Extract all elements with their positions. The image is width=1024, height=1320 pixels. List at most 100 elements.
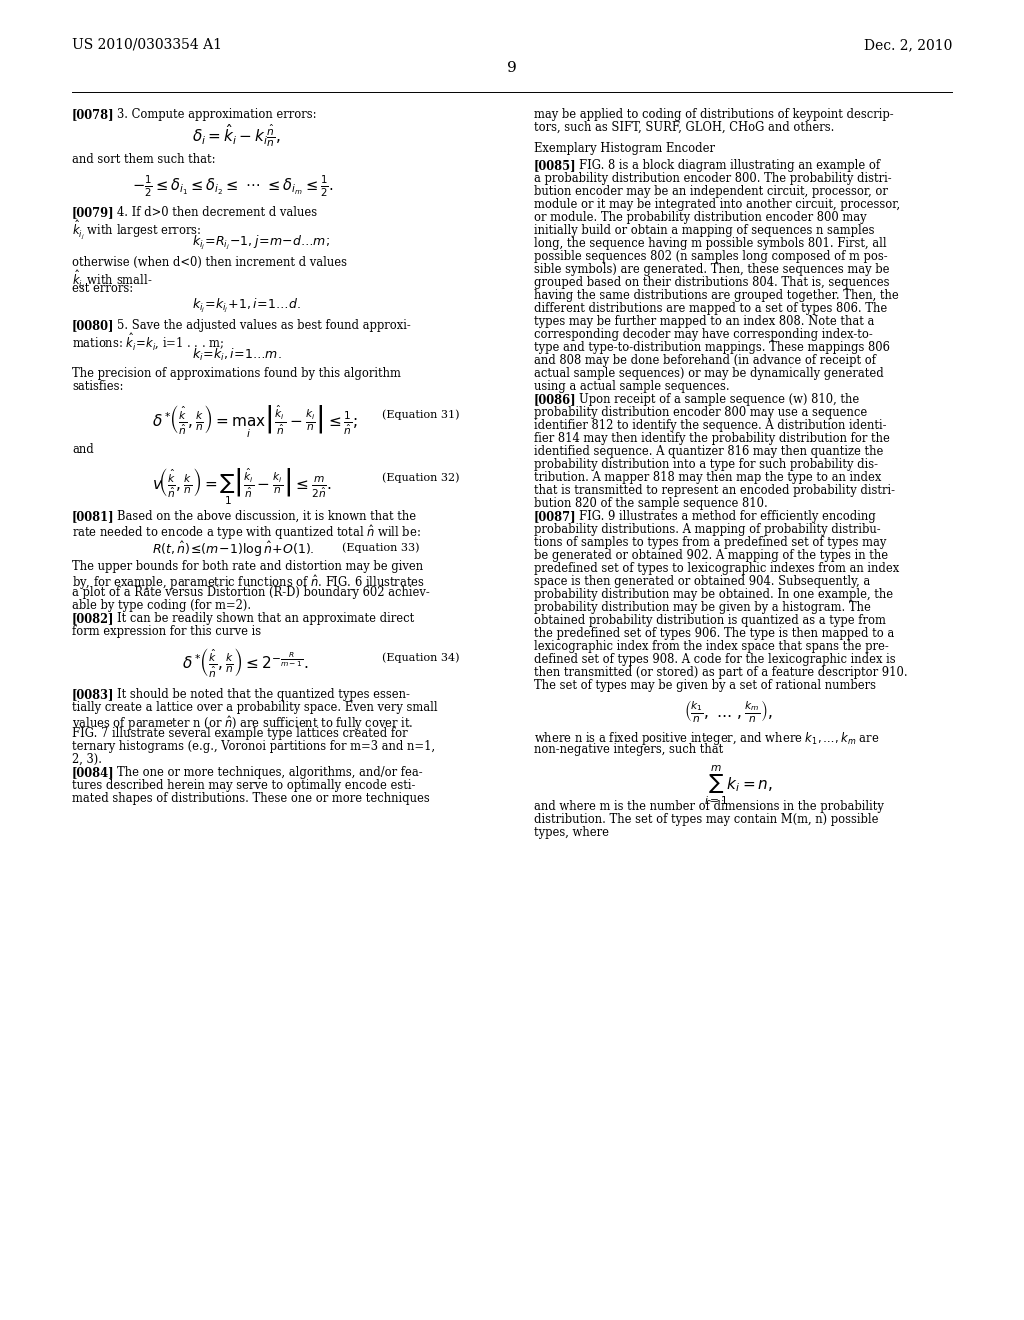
Text: bution encoder may be an independent circuit, processor, or: bution encoder may be an independent cir… <box>534 185 888 198</box>
Text: types, where: types, where <box>534 826 609 840</box>
Text: values of parameter n (or $\hat{n}$) are sufficient to fully cover it.: values of parameter n (or $\hat{n}$) are… <box>72 714 414 733</box>
Text: probability distributions. A mapping of probability distribu-: probability distributions. A mapping of … <box>534 523 881 536</box>
Text: that is transmitted to represent an encoded probability distri-: that is transmitted to represent an enco… <box>534 484 895 498</box>
Text: long, the sequence having m possible symbols 801. First, all: long, the sequence having m possible sym… <box>534 238 887 249</box>
Text: 2, 3).: 2, 3). <box>72 752 102 766</box>
Text: [0078]: [0078] <box>72 108 115 121</box>
Text: and sort them such that:: and sort them such that: <box>72 153 215 166</box>
Text: [0087]: [0087] <box>534 510 577 523</box>
Text: US 2010/0303354 A1: US 2010/0303354 A1 <box>72 38 222 51</box>
Text: It should be noted that the quantized types essen-: It should be noted that the quantized ty… <box>117 688 410 701</box>
Text: tions of samples to types from a predefined set of types may: tions of samples to types from a predefi… <box>534 536 887 549</box>
Text: probability distribution may be obtained. In one example, the: probability distribution may be obtained… <box>534 587 893 601</box>
Text: by, for example, parametric functions of $\hat{n}$. FIG. 6 illustrates: by, for example, parametric functions of… <box>72 573 425 591</box>
Text: fier 814 may then identify the probability distribution for the: fier 814 may then identify the probabili… <box>534 432 890 445</box>
Text: Upon receipt of a sample sequence (w) 810, the: Upon receipt of a sample sequence (w) 81… <box>579 393 859 407</box>
Text: $\left(\frac{k_1}{n},\ \ldots\ ,\frac{k_m}{n}\right),$: $\left(\frac{k_1}{n},\ \ldots\ ,\frac{k_… <box>684 698 772 723</box>
Text: and: and <box>72 444 94 455</box>
Text: sible symbols) are generated. Then, these sequences may be: sible symbols) are generated. Then, thes… <box>534 263 890 276</box>
Text: bution 820 of the sample sequence 810.: bution 820 of the sample sequence 810. <box>534 498 768 510</box>
Text: lexicographic index from the index space that spans the pre-: lexicographic index from the index space… <box>534 640 889 653</box>
Text: $\sum_{i=1}^{m} k_i = n,$: $\sum_{i=1}^{m} k_i = n,$ <box>705 764 773 808</box>
Text: tially create a lattice over a probability space. Even very small: tially create a lattice over a probabili… <box>72 701 437 714</box>
Text: having the same distributions are grouped together. Then, the: having the same distributions are groupe… <box>534 289 899 302</box>
Text: and 808 may be done beforehand (in advance of receipt of: and 808 may be done beforehand (in advan… <box>534 354 876 367</box>
Text: [0080]: [0080] <box>72 319 115 333</box>
Text: distribution. The set of types may contain M(m, n) possible: distribution. The set of types may conta… <box>534 813 879 826</box>
Text: $\delta^*\!\left(\frac{\hat{k}}{\hat{n}}, \frac{k}{n}\right) \leq 2^{-\frac{R}{m: $\delta^*\!\left(\frac{\hat{k}}{\hat{n}}… <box>182 645 308 678</box>
Text: rate needed to encode a type with quantized total $\hat{n}$ will be:: rate needed to encode a type with quanti… <box>72 523 421 543</box>
Text: probability distribution into a type for such probability dis-: probability distribution into a type for… <box>534 458 878 471</box>
Text: $k_i\!=\!k_i, i\!=\!1 \ldots m.$: $k_i\!=\!k_i, i\!=\!1 \ldots m.$ <box>193 347 282 363</box>
Text: (Equation 31): (Equation 31) <box>382 409 460 420</box>
Text: FIG. 9 illustrates a method for efficiently encoding: FIG. 9 illustrates a method for efficien… <box>579 510 876 523</box>
Text: (Equation 34): (Equation 34) <box>382 652 460 663</box>
Text: possible sequences 802 (n samples long composed of m pos-: possible sequences 802 (n samples long c… <box>534 249 888 263</box>
Text: identified sequence. A quantizer 816 may then quantize the: identified sequence. A quantizer 816 may… <box>534 445 884 458</box>
Text: able by type coding (for m=2).: able by type coding (for m=2). <box>72 599 251 612</box>
Text: $\delta^*\!\left(\frac{\hat{k}}{\hat{n}}, \frac{k}{n}\right) = \max_i \left|\fra: $\delta^*\!\left(\frac{\hat{k}}{\hat{n}}… <box>152 403 358 440</box>
Text: grouped based on their distributions 804. That is, sequences: grouped based on their distributions 804… <box>534 276 890 289</box>
Text: then transmitted (or stored) as part of a feature descriptor 910.: then transmitted (or stored) as part of … <box>534 667 907 678</box>
Text: where n is a fixed positive integer, and where $k_1, \ldots, k_m$ are: where n is a fixed positive integer, and… <box>534 730 880 747</box>
Text: tribution. A mapper 818 may then map the type to an index: tribution. A mapper 818 may then map the… <box>534 471 882 484</box>
Text: module or it may be integrated into another circuit, processor,: module or it may be integrated into anot… <box>534 198 900 211</box>
Text: tures described herein may serve to optimally encode esti-: tures described herein may serve to opti… <box>72 779 416 792</box>
Text: $k_{i_j}\!=\!k_{i_j}\!+\!1, i\!=\!1\ldots d.$: $k_{i_j}\!=\!k_{i_j}\!+\!1, i\!=\!1\ldot… <box>193 297 301 315</box>
Text: $k_{i_j}\!=\!R_{i_j}\!-\!1, j\!=\!m\!-\!d\ldots m;$: $k_{i_j}\!=\!R_{i_j}\!-\!1, j\!=\!m\!-\!… <box>193 234 330 252</box>
Text: $\hat{k}_{i_j}$ with largest errors:: $\hat{k}_{i_j}$ with largest errors: <box>72 219 202 242</box>
Text: a probability distribution encoder 800. The probability distri-: a probability distribution encoder 800. … <box>534 172 892 185</box>
Text: satisfies:: satisfies: <box>72 380 123 393</box>
Text: It can be readily shown that an approximate direct: It can be readily shown that an approxim… <box>117 612 415 624</box>
Text: form expression for this curve is: form expression for this curve is <box>72 624 261 638</box>
Text: and where m is the number of dimensions in the probability: and where m is the number of dimensions … <box>534 800 884 813</box>
Text: otherwise (when d<0) then increment d values: otherwise (when d<0) then increment d va… <box>72 256 347 269</box>
Text: obtained probability distribution is quantized as a type from: obtained probability distribution is qua… <box>534 614 886 627</box>
Text: [0086]: [0086] <box>534 393 577 407</box>
Text: Exemplary Histogram Encoder: Exemplary Histogram Encoder <box>534 143 715 154</box>
Text: $v\!\left(\frac{\hat{k}}{\hat{n}}, \frac{k}{n}\right) = \sum_1 \left|\frac{\hat{: $v\!\left(\frac{\hat{k}}{\hat{n}}, \frac… <box>152 466 332 507</box>
Text: probability distribution encoder 800 may use a sequence: probability distribution encoder 800 may… <box>534 407 867 418</box>
Text: est errors:: est errors: <box>72 282 133 294</box>
Text: [0081]: [0081] <box>72 510 115 523</box>
Text: $-\frac{1}{2} \leq \delta_{i_1} \leq \delta_{i_2} \leq \ \cdots \ \leq \delta_{i: $-\frac{1}{2} \leq \delta_{i_1} \leq \de… <box>132 174 334 199</box>
Text: defined set of types 908. A code for the lexicographic index is: defined set of types 908. A code for the… <box>534 653 896 667</box>
Text: predefined set of types to lexicographic indexes from an index: predefined set of types to lexicographic… <box>534 562 899 576</box>
Text: the predefined set of types 906. The type is then mapped to a: the predefined set of types 906. The typ… <box>534 627 894 640</box>
Text: mated shapes of distributions. These one or more techniques: mated shapes of distributions. These one… <box>72 792 430 805</box>
Text: [0085]: [0085] <box>534 158 577 172</box>
Text: [0082]: [0082] <box>72 612 115 624</box>
Text: initially build or obtain a mapping of sequences n samples: initially build or obtain a mapping of s… <box>534 224 874 238</box>
Text: The set of types may be given by a set of rational numbers: The set of types may be given by a set o… <box>534 678 876 692</box>
Text: mations: $\hat{k}_i\!=\!k_i$, i=1 . . . m;: mations: $\hat{k}_i\!=\!k_i$, i=1 . . . … <box>72 333 224 352</box>
Text: The upper bounds for both rate and distortion may be given: The upper bounds for both rate and disto… <box>72 560 423 573</box>
Text: The precision of approximations found by this algorithm: The precision of approximations found by… <box>72 367 400 380</box>
Text: using a actual sample sequences.: using a actual sample sequences. <box>534 380 730 393</box>
Text: $\hat{k}_{i_j}$ with small-: $\hat{k}_{i_j}$ with small- <box>72 269 153 292</box>
Text: a plot of a Rate versus Distortion (R-D) boundary 602 achiev-: a plot of a Rate versus Distortion (R-D)… <box>72 586 430 599</box>
Text: 3. Compute approximation errors:: 3. Compute approximation errors: <box>117 108 316 121</box>
Text: (Equation 32): (Equation 32) <box>382 473 460 483</box>
Text: different distributions are mapped to a set of types 806. The: different distributions are mapped to a … <box>534 302 887 315</box>
Text: FIG. 7 illustrate several example type lattices created for: FIG. 7 illustrate several example type l… <box>72 727 408 741</box>
Text: be generated or obtained 902. A mapping of the types in the: be generated or obtained 902. A mapping … <box>534 549 888 562</box>
Text: 5. Save the adjusted values as best found approxi-: 5. Save the adjusted values as best foun… <box>117 319 411 333</box>
Text: FIG. 8 is a block diagram illustrating an example of: FIG. 8 is a block diagram illustrating a… <box>579 158 880 172</box>
Text: $\delta_i = \hat{k}_i - k_i\frac{\hat{n}}{n},$: $\delta_i = \hat{k}_i - k_i\frac{\hat{n}… <box>193 123 281 149</box>
Text: actual sample sequences) or may be dynamically generated: actual sample sequences) or may be dynam… <box>534 367 884 380</box>
Text: types may be further mapped to an index 808. Note that a: types may be further mapped to an index … <box>534 315 874 327</box>
Text: ternary histograms (e.g., Voronoi partitions for m=3 and n=1,: ternary histograms (e.g., Voronoi partit… <box>72 741 435 752</box>
Text: non-negative integers, such that: non-negative integers, such that <box>534 743 723 756</box>
Text: (Equation 33): (Equation 33) <box>342 543 420 553</box>
Text: or module. The probability distribution encoder 800 may: or module. The probability distribution … <box>534 211 866 224</box>
Text: probability distribution may be given by a histogram. The: probability distribution may be given by… <box>534 601 870 614</box>
Text: $R(t,\hat{n})\!\leq\!(m\!-\!1)\log \hat{n}\!+\!O(1).$: $R(t,\hat{n})\!\leq\!(m\!-\!1)\log \hat{… <box>152 540 314 560</box>
Text: The one or more techniques, algorithms, and/or fea-: The one or more techniques, algorithms, … <box>117 766 423 779</box>
Text: 4. If d>0 then decrement d values: 4. If d>0 then decrement d values <box>117 206 317 219</box>
Text: [0079]: [0079] <box>72 206 115 219</box>
Text: identifier 812 to identify the sequence. A distribution identi-: identifier 812 to identify the sequence.… <box>534 418 887 432</box>
Text: Based on the above discussion, it is known that the: Based on the above discussion, it is kno… <box>117 510 416 523</box>
Text: type and type-to-distribution mappings. These mappings 806: type and type-to-distribution mappings. … <box>534 341 890 354</box>
Text: [0084]: [0084] <box>72 766 115 779</box>
Text: corresponding decoder may have corresponding index-to-: corresponding decoder may have correspon… <box>534 327 872 341</box>
